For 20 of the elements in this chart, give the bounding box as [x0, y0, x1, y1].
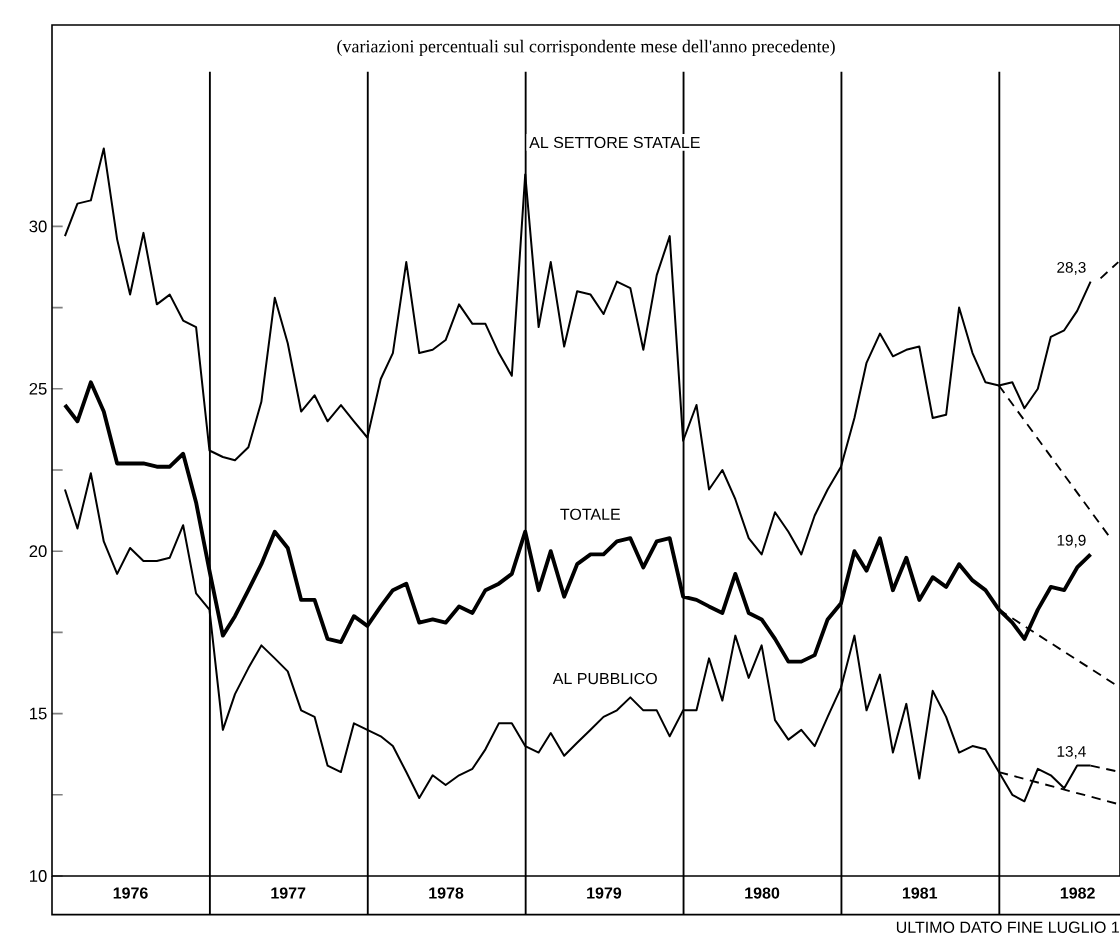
text: ULTIMO DATO FINE LUGLIO 1 — [896, 921, 1119, 933]
annotation: 28,3 — [1057, 261, 1086, 275]
series-label: AL SETTORE STATALE — [529, 136, 700, 149]
x-tick-label: 1980 — [745, 887, 780, 899]
y-tick-label: 15 — [30, 707, 47, 720]
series-label: TOTALE — [560, 508, 620, 520]
y-tick-label: 30 — [29, 220, 47, 233]
annotation: 19,9 — [1057, 534, 1086, 548]
series-label: AL PUBBLICO — [552, 672, 657, 685]
annotation: 13,4 — [1057, 745, 1086, 759]
x-tick-label: 1977 — [271, 887, 306, 899]
x-tick-label: 1976 — [113, 887, 148, 899]
x-tick-label: 1978 — [429, 887, 464, 899]
x-tick-label: 1979 — [587, 887, 622, 899]
y-tick-label: 20 — [29, 545, 47, 558]
y-tick-label: 10 — [30, 870, 47, 882]
x-tick-label: 1982 — [1060, 887, 1095, 899]
x-tick-label: 1981 — [902, 887, 938, 899]
text: (variazioni percentuali sul corrispondente mese dell'anno precedente) — [337, 39, 835, 57]
y-tick-label: 25 — [29, 382, 47, 395]
